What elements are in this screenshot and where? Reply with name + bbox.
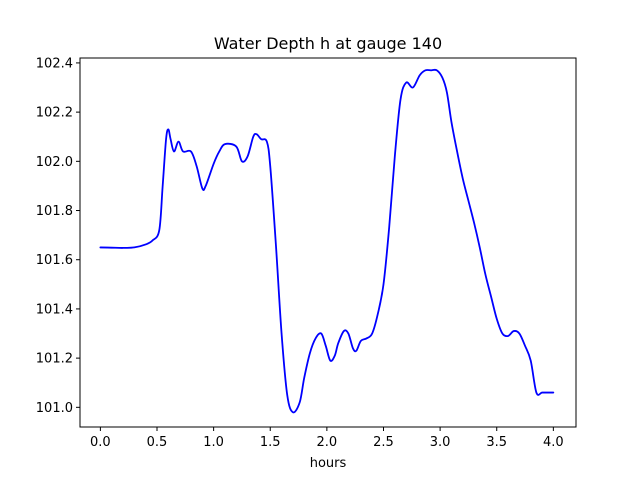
series-layer [99, 68, 555, 414]
plot-frame [79, 57, 577, 428]
y-tick-label: 102.0 [36, 155, 73, 170]
x-tick-label: 3.0 [430, 435, 451, 450]
y-tick-label: 101.4 [36, 302, 73, 317]
x-tick-label: 0.0 [90, 435, 111, 450]
x-tick-label: 4.0 [543, 435, 564, 450]
y-tick-label: 102.4 [36, 56, 73, 71]
x-tick-label: 2.0 [317, 435, 338, 450]
x-tick-label: 1.0 [203, 435, 224, 450]
series-line [99, 68, 555, 414]
x-axis: 0.0 0.5 1.0 1.5 2.0 2.5 3.0 3.5 4.0 [90, 427, 564, 450]
y-tick-label: 101.0 [36, 401, 73, 416]
y-tick-label: 101.2 [36, 352, 73, 367]
x-tick-label: 0.5 [147, 435, 168, 450]
y-tick-label: 102.2 [36, 106, 73, 121]
x-tick-label: 2.5 [373, 435, 394, 450]
plot-area [79, 57, 577, 428]
x-tick-label: 1.5 [260, 435, 281, 450]
x-axis-label: hours [310, 456, 347, 471]
y-tick-label: 101.6 [36, 253, 73, 268]
y-axis: 101.0 101.2 101.4 101.6 101.8 102.0 102.2 102.4 [36, 56, 80, 416]
y-tick-label: 101.8 [36, 204, 73, 219]
x-tick-label: 3.5 [486, 435, 507, 450]
chart-title: Water Depth h at gauge 140 [214, 34, 442, 53]
